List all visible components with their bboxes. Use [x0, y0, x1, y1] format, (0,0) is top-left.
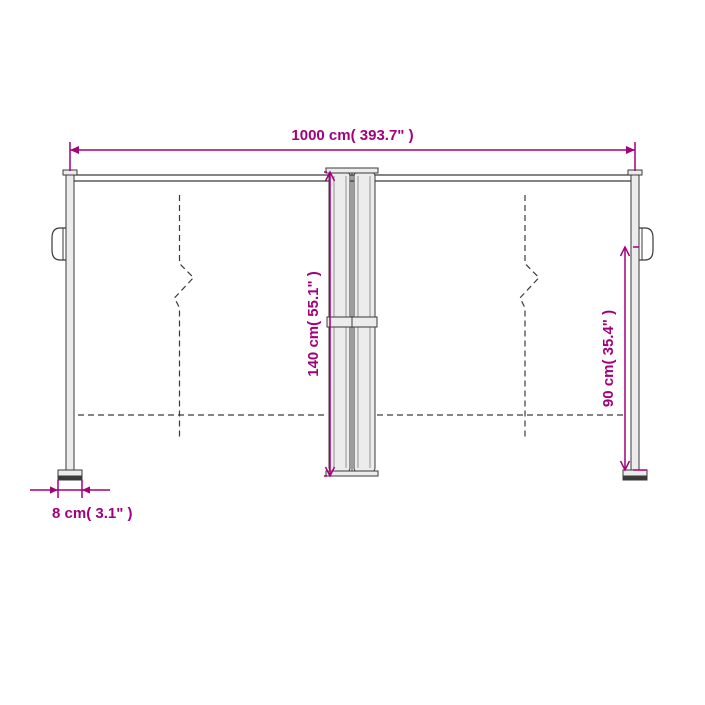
height-label: 140 cm( 55.1" ): [305, 271, 322, 377]
dimension-drawing: 1000 cm( 393.7" ) 8 cm( 3.1" ) 90 cm( 35.4…: [0, 0, 705, 705]
width-label: 1000 cm( 393.7" ): [291, 127, 413, 144]
diagram-container: 1000 cm( 393.7" ) 8 cm( 3.1" ) 90 cm( 35.4…: [0, 0, 705, 705]
post-height-label: 90 cm( 35.4" ): [600, 310, 617, 407]
awning-object: [52, 168, 653, 480]
base-label: 8 cm( 3.1" ): [52, 505, 132, 522]
